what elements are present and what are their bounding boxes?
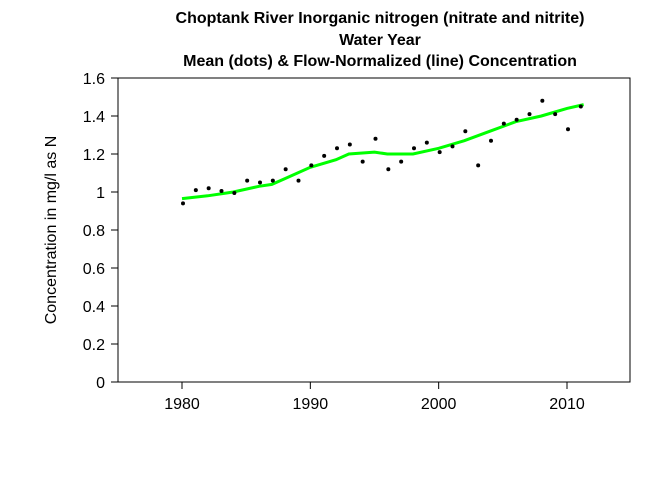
mean-point bbox=[360, 159, 365, 164]
mean-point bbox=[347, 142, 352, 147]
mean-point bbox=[424, 140, 429, 145]
chart-title-line-3: Mean (dots) & Flow-Normalized (line) Con… bbox=[183, 53, 577, 70]
mean-point bbox=[219, 189, 224, 194]
chart-title-line-2: Water Year bbox=[339, 32, 421, 49]
x-tick-label: 2010 bbox=[549, 396, 585, 413]
mean-point bbox=[514, 117, 519, 122]
y-axis: 0 0.2 0.4 0.6 0.8 1 1.2 1.4 1.6 bbox=[83, 71, 118, 392]
series bbox=[181, 98, 585, 206]
mean-point bbox=[476, 163, 481, 168]
y-tick-label: 1.6 bbox=[83, 71, 105, 88]
mean-point bbox=[450, 144, 455, 149]
mean-point bbox=[296, 178, 301, 183]
y-tick-label: 0.6 bbox=[83, 261, 105, 278]
mean-point bbox=[232, 190, 237, 195]
mean-point bbox=[463, 129, 468, 134]
chart-title-line-1: Choptank River Inorganic nitrogen (nitra… bbox=[175, 10, 585, 27]
mean-point bbox=[578, 104, 583, 109]
x-tick-label: 1980 bbox=[164, 396, 200, 413]
x-tick-label: 1990 bbox=[293, 396, 329, 413]
y-axis-label: Concentration in mg/l as N bbox=[43, 136, 60, 325]
mean-point bbox=[527, 112, 532, 117]
mean-point bbox=[412, 146, 416, 151]
mean-point bbox=[437, 150, 442, 155]
y-tick-label: 0.8 bbox=[83, 223, 105, 240]
y-tick-label: 0.4 bbox=[83, 299, 105, 316]
mean-point bbox=[181, 201, 185, 206]
mean-point bbox=[566, 127, 570, 132]
mean-point bbox=[399, 159, 404, 164]
mean-point bbox=[540, 98, 545, 103]
y-tick-label: 1 bbox=[96, 185, 105, 202]
mean-point bbox=[258, 180, 262, 185]
flow-normalized-line bbox=[181, 103, 585, 201]
x-axis: 1980 1990 2000 2010 bbox=[164, 382, 585, 413]
y-tick-label: 1.4 bbox=[83, 109, 105, 126]
y-tick-label: 0 bbox=[96, 375, 105, 392]
mean-point bbox=[386, 167, 391, 172]
mean-point bbox=[322, 153, 327, 158]
mean-point bbox=[335, 146, 339, 151]
mean-point bbox=[206, 186, 211, 191]
mean-point bbox=[553, 112, 558, 117]
mean-point bbox=[501, 121, 506, 126]
y-tick-label: 0.2 bbox=[83, 337, 105, 354]
plot-frame bbox=[117, 77, 631, 383]
mean-point bbox=[270, 178, 275, 183]
mean-point bbox=[489, 138, 493, 143]
mean-point bbox=[373, 136, 378, 141]
y-tick-label: 1.2 bbox=[83, 147, 105, 164]
mean-point bbox=[309, 163, 314, 168]
mean-point bbox=[283, 167, 288, 172]
x-tick-label: 2000 bbox=[421, 396, 457, 413]
mean-point bbox=[245, 178, 250, 183]
mean-point bbox=[193, 188, 198, 193]
